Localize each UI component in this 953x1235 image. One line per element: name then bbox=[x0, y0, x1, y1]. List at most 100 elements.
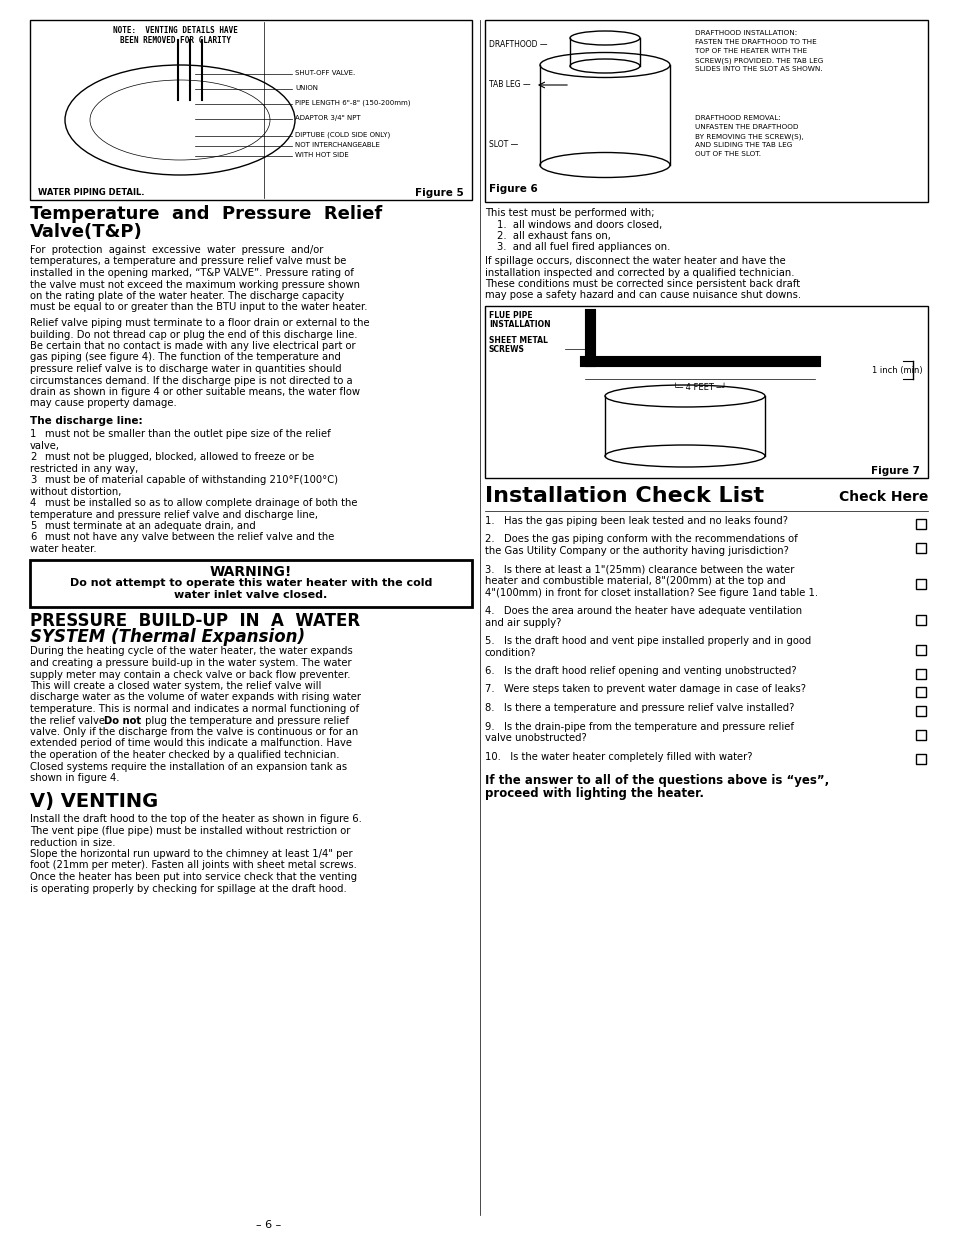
Text: and air supply?: and air supply? bbox=[484, 618, 560, 627]
Bar bbox=[915, 615, 925, 625]
Bar bbox=[915, 543, 925, 553]
Text: SLIDES INTO THE SLOT AS SHOWN.: SLIDES INTO THE SLOT AS SHOWN. bbox=[695, 65, 821, 72]
Text: BEEN REMOVED FOR CLARITY: BEEN REMOVED FOR CLARITY bbox=[120, 36, 232, 44]
Text: During the heating cycle of the water heater, the water expands: During the heating cycle of the water he… bbox=[30, 646, 353, 657]
Text: WITH HOT SIDE: WITH HOT SIDE bbox=[294, 152, 349, 158]
Text: may pose a safety hazard and can cause nuisance shut downs.: may pose a safety hazard and can cause n… bbox=[484, 290, 801, 300]
Text: NOT INTERCHANGEABLE: NOT INTERCHANGEABLE bbox=[294, 142, 379, 148]
Text: FLUE PIPE: FLUE PIPE bbox=[489, 311, 532, 320]
Bar bbox=[484, 306, 927, 478]
Text: 1.  all windows and doors closed,: 1. all windows and doors closed, bbox=[497, 220, 661, 230]
Text: 2: 2 bbox=[30, 452, 36, 462]
Text: 5.   Is the draft hood and vent pipe installed properly and in good: 5. Is the draft hood and vent pipe insta… bbox=[484, 636, 810, 646]
Text: Once the heater has been put into service check that the venting: Once the heater has been put into servic… bbox=[30, 872, 356, 882]
Text: installed in the opening marked, “T&P VALVE”. Pressure rating of: installed in the opening marked, “T&P VA… bbox=[30, 268, 354, 278]
Text: This test must be performed with;: This test must be performed with; bbox=[484, 207, 654, 219]
Bar bbox=[915, 519, 925, 529]
Text: may cause property damage.: may cause property damage. bbox=[30, 399, 176, 409]
Text: Check Here: Check Here bbox=[838, 490, 927, 504]
Text: 1: 1 bbox=[30, 429, 36, 438]
Ellipse shape bbox=[604, 445, 764, 467]
Text: SYSTEM (Thermal Expansion): SYSTEM (Thermal Expansion) bbox=[30, 627, 305, 646]
Text: valve. Only if the discharge from the valve is continuous or for an: valve. Only if the discharge from the va… bbox=[30, 727, 358, 737]
Text: must not be plugged, blocked, allowed to freeze or be: must not be plugged, blocked, allowed to… bbox=[45, 452, 314, 462]
Text: WATER PIPING DETAIL.: WATER PIPING DETAIL. bbox=[38, 188, 144, 198]
Text: foot (21mm per meter). Fasten all joints with sheet metal screws.: foot (21mm per meter). Fasten all joints… bbox=[30, 861, 356, 871]
Text: on the rating plate of the water heater. The discharge capacity: on the rating plate of the water heater.… bbox=[30, 291, 344, 301]
Text: 8.   Is there a temperature and pressure relief valve installed?: 8. Is there a temperature and pressure r… bbox=[484, 703, 794, 713]
Text: FASTEN THE DRAFTHOOD TO THE: FASTEN THE DRAFTHOOD TO THE bbox=[695, 40, 816, 44]
Bar bbox=[484, 20, 927, 203]
Text: BY REMOVING THE SCREW(S),: BY REMOVING THE SCREW(S), bbox=[695, 133, 803, 140]
Text: Closed systems require the installation of an expansion tank as: Closed systems require the installation … bbox=[30, 762, 347, 772]
Text: Do not: Do not bbox=[104, 715, 141, 725]
Text: Slope the horizontal run upward to the chimney at least 1/4" per: Slope the horizontal run upward to the c… bbox=[30, 848, 353, 860]
Text: Figure 6: Figure 6 bbox=[489, 184, 537, 194]
Text: DIPTUBE (COLD SIDE ONLY): DIPTUBE (COLD SIDE ONLY) bbox=[294, 132, 390, 138]
Text: These conditions must be corrected since persistent back draft: These conditions must be corrected since… bbox=[484, 279, 800, 289]
Text: SCREWS: SCREWS bbox=[489, 345, 524, 354]
Bar bbox=[915, 755, 925, 764]
Text: shown in figure 4.: shown in figure 4. bbox=[30, 773, 119, 783]
Text: Install the draft hood to the top of the heater as shown in figure 6.: Install the draft hood to the top of the… bbox=[30, 815, 361, 825]
Text: water inlet valve closed.: water inlet valve closed. bbox=[174, 589, 327, 599]
Text: Be certain that no contact is made with any live electrical part or: Be certain that no contact is made with … bbox=[30, 341, 355, 351]
Text: WARNING!: WARNING! bbox=[210, 564, 292, 578]
Bar bbox=[30, 559, 472, 606]
Text: condition?: condition? bbox=[484, 647, 536, 657]
Text: installation inspected and corrected by a qualified technician.: installation inspected and corrected by … bbox=[484, 268, 794, 278]
Text: For  protection  against  excessive  water  pressure  and/or: For protection against excessive water p… bbox=[30, 245, 323, 254]
Text: proceed with lighting the heater.: proceed with lighting the heater. bbox=[484, 787, 703, 800]
Text: 6: 6 bbox=[30, 532, 36, 542]
Bar bbox=[30, 20, 472, 200]
Text: Figure 5: Figure 5 bbox=[415, 188, 463, 198]
Text: 2.  all exhaust fans on,: 2. all exhaust fans on, bbox=[497, 231, 610, 241]
Ellipse shape bbox=[604, 385, 764, 408]
Text: drain as shown in figure 4 or other suitable means, the water flow: drain as shown in figure 4 or other suit… bbox=[30, 387, 359, 396]
Text: 4.   Does the area around the heater have adequate ventilation: 4. Does the area around the heater have … bbox=[484, 606, 801, 616]
Text: must be equal to or greater than the BTU input to the water heater.: must be equal to or greater than the BTU… bbox=[30, 303, 367, 312]
Text: INSTALLATION: INSTALLATION bbox=[489, 320, 550, 329]
Text: If spillage occurs, disconnect the water heater and have the: If spillage occurs, disconnect the water… bbox=[484, 256, 785, 266]
Text: DRAFTHOOD —: DRAFTHOOD — bbox=[489, 40, 547, 49]
Text: extended period of time would this indicate a malfunction. Have: extended period of time would this indic… bbox=[30, 739, 352, 748]
Text: without distortion,: without distortion, bbox=[30, 487, 121, 496]
Text: 9.   Is the drain-pipe from the temperature and pressure relief: 9. Is the drain-pipe from the temperatur… bbox=[484, 721, 793, 731]
Text: 4"(100mm) in front for closet installation? See figure 1and table 1.: 4"(100mm) in front for closet installati… bbox=[484, 588, 818, 598]
Text: If the answer to all of the questions above is “yes”,: If the answer to all of the questions ab… bbox=[484, 774, 828, 787]
Text: 6.   Is the draft hood relief opening and venting unobstructed?: 6. Is the draft hood relief opening and … bbox=[484, 666, 796, 676]
Text: 7.   Were steps taken to prevent water damage in case of leaks?: 7. Were steps taken to prevent water dam… bbox=[484, 684, 805, 694]
Text: temperatures, a temperature and pressure relief valve must be: temperatures, a temperature and pressure… bbox=[30, 257, 346, 267]
Text: Valve(T&P): Valve(T&P) bbox=[30, 224, 143, 241]
Text: SLOT —: SLOT — bbox=[489, 140, 517, 149]
Text: 3.   Is there at least a 1"(25mm) clearance between the water: 3. Is there at least a 1"(25mm) clearanc… bbox=[484, 564, 794, 574]
Text: └─ 4 FEET ─┘: └─ 4 FEET ─┘ bbox=[673, 383, 726, 391]
Text: DRAFTHOOD INSTALLATION:: DRAFTHOOD INSTALLATION: bbox=[695, 30, 797, 36]
Text: 4: 4 bbox=[30, 498, 36, 508]
Ellipse shape bbox=[569, 59, 639, 73]
Text: UNFASTEN THE DRAFTHOOD: UNFASTEN THE DRAFTHOOD bbox=[695, 124, 798, 130]
Text: SCREW(S) PROVIDED. THE TAB LEG: SCREW(S) PROVIDED. THE TAB LEG bbox=[695, 57, 822, 63]
Text: 10.   Is the water heater completely filled with water?: 10. Is the water heater completely fille… bbox=[484, 752, 752, 762]
Text: must terminate at an adequate drain, and: must terminate at an adequate drain, and bbox=[45, 521, 255, 531]
Text: – 6 –: – 6 – bbox=[255, 1220, 281, 1230]
Text: Do not attempt to operate this water heater with the cold: Do not attempt to operate this water hea… bbox=[70, 578, 432, 589]
Text: plug the temperature and pressure relief: plug the temperature and pressure relief bbox=[142, 715, 349, 725]
Text: and creating a pressure build-up in the water system. The water: and creating a pressure build-up in the … bbox=[30, 658, 352, 668]
Text: Installation Check List: Installation Check List bbox=[484, 487, 763, 506]
Ellipse shape bbox=[569, 31, 639, 44]
Text: V) VENTING: V) VENTING bbox=[30, 793, 158, 811]
Bar bbox=[915, 579, 925, 589]
Ellipse shape bbox=[539, 152, 669, 178]
Ellipse shape bbox=[90, 80, 270, 161]
Text: Temperature  and  Pressure  Relief: Temperature and Pressure Relief bbox=[30, 205, 382, 224]
Text: 1.   Has the gas piping been leak tested and no leaks found?: 1. Has the gas piping been leak tested a… bbox=[484, 516, 787, 526]
Text: PIPE LENGTH 6"-8" (150-200mm): PIPE LENGTH 6"-8" (150-200mm) bbox=[294, 100, 410, 106]
Text: AND SLIDING THE TAB LEG: AND SLIDING THE TAB LEG bbox=[695, 142, 792, 148]
Text: Figure 7: Figure 7 bbox=[870, 466, 919, 475]
Text: is operating properly by checking for spillage at the draft hood.: is operating properly by checking for sp… bbox=[30, 883, 346, 893]
Text: This will create a closed water system, the relief valve will: This will create a closed water system, … bbox=[30, 680, 321, 692]
Text: discharge water as the volume of water expands with rising water: discharge water as the volume of water e… bbox=[30, 693, 360, 703]
Text: reduction in size.: reduction in size. bbox=[30, 837, 115, 847]
Text: UNION: UNION bbox=[294, 85, 317, 91]
